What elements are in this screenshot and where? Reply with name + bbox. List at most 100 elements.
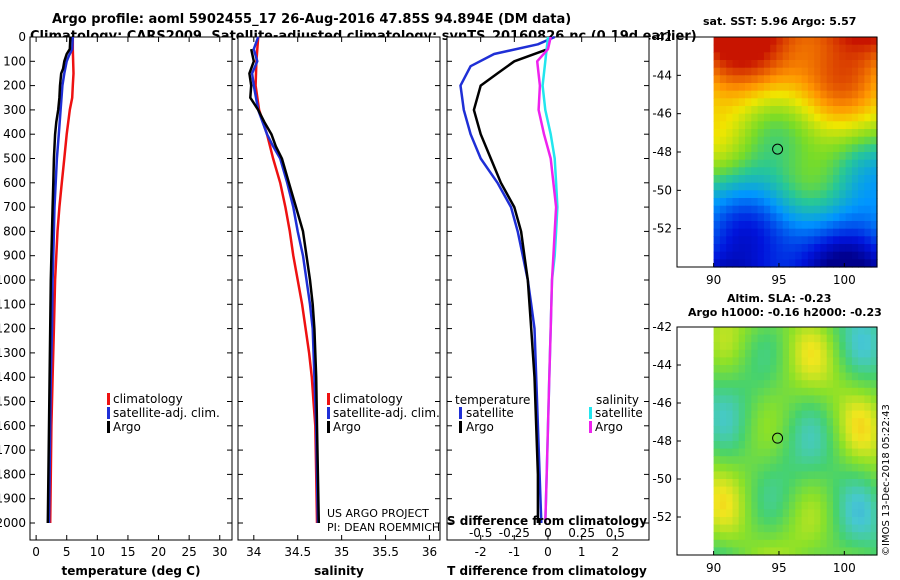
sst-cells-cell <box>795 182 803 191</box>
sst-cells-cell <box>795 113 803 122</box>
sla-cells-cell <box>795 547 803 556</box>
sla-cells-cell <box>864 479 872 488</box>
sla-cells-cell <box>870 479 878 488</box>
sla-cells-cell <box>732 479 740 488</box>
sst-cells-cell <box>776 83 784 92</box>
sla-cells-cell <box>745 448 752 457</box>
sla-cells-cell <box>757 395 765 404</box>
sst-cells-cell <box>826 198 834 207</box>
sst-cells-cell <box>719 221 727 230</box>
sla-cells-cell <box>732 517 740 526</box>
sst-cells-cell <box>795 75 803 84</box>
sla-cells-cell <box>776 433 784 442</box>
pressure-tick-label: 300 <box>3 103 26 117</box>
sla-cells-cell <box>726 334 734 343</box>
sst-cells-cell <box>801 182 809 191</box>
sla-cells-cell <box>719 532 727 541</box>
salinity-legend: climatology satellite-adj. clim. Argo <box>327 392 440 434</box>
sst-cells-cell <box>763 159 771 168</box>
sst-cells-cell <box>726 213 734 222</box>
sla-cells-cell <box>858 395 865 404</box>
sla-cells-cell <box>770 372 778 381</box>
sla-cells-cell <box>845 357 853 366</box>
sla-cells-cell <box>770 403 778 412</box>
sla-cells-cell <box>713 524 721 533</box>
sst-cells-cell <box>738 60 746 69</box>
sst-cells-cell <box>814 205 822 214</box>
sst-cells-cell <box>864 106 872 115</box>
sla-cells-cell <box>763 517 771 526</box>
sst-cells-cell <box>757 90 765 99</box>
sla-cells-cell <box>851 471 859 480</box>
sst-cells-cell <box>789 67 796 76</box>
sst-cells-cell <box>858 213 865 222</box>
sla-cells-cell <box>719 517 727 526</box>
sla-cells-cell <box>738 342 746 351</box>
sst-cells-cell <box>776 244 784 253</box>
sla-cells-cell <box>845 441 853 450</box>
sla-cells-cell <box>864 365 872 374</box>
sla-cells-cell <box>763 395 771 404</box>
sst-cells-cell <box>782 144 790 153</box>
sla-cells-cell <box>782 380 790 389</box>
sla-cells-cell <box>851 387 859 396</box>
sst-cells-cell <box>751 129 759 138</box>
sla-cells-cell <box>801 547 809 556</box>
sla-cells-cell <box>770 342 778 351</box>
sla-cells-cell <box>738 479 746 488</box>
map-xtick-label: 90 <box>706 561 721 575</box>
sla-cells-cell <box>820 410 828 419</box>
sla-cells-cell <box>782 403 790 412</box>
sst-cells-cell <box>770 75 778 84</box>
sla-cells-cell <box>807 532 815 541</box>
sst-cells-cell <box>845 236 853 245</box>
sla-cells-cell <box>870 342 878 351</box>
salinity-plot-frame <box>237 36 441 541</box>
temperature-series-climatology <box>48 37 75 524</box>
difference-xtick-label: -2 <box>475 545 487 559</box>
difference-secondary-tick-label: -0.25 <box>499 526 530 540</box>
sst-cells-cell <box>789 98 796 107</box>
sst-cells-cell <box>795 67 803 76</box>
sla-cells-cell <box>858 448 865 457</box>
sla-cells-cell <box>789 418 796 427</box>
sst-cells-cell <box>826 159 834 168</box>
sst-cells-cell <box>851 75 859 84</box>
sla-cells-cell <box>738 486 746 495</box>
sla-cells-cell <box>858 463 865 472</box>
sla-cells-cell <box>870 448 878 457</box>
diff-legend-temperature-title: temperature <box>455 393 530 407</box>
sla-cells-cell <box>858 349 865 358</box>
sla-cells-cell <box>814 547 822 556</box>
sst-cells-cell <box>801 98 809 107</box>
sst-cells-cell <box>745 167 752 176</box>
sst-cells-cell <box>870 259 878 268</box>
sla-cells-cell <box>820 425 828 434</box>
sla-cells-cell <box>833 494 840 503</box>
sst-cells-cell <box>801 213 809 222</box>
sla-cells-cell <box>732 425 740 434</box>
sst-cells-cell <box>789 236 796 245</box>
sla-cells-cell <box>807 395 815 404</box>
sst-cells-cell <box>795 98 803 107</box>
sst-cells-cell <box>732 244 740 253</box>
sla-cells-cell <box>770 380 778 389</box>
sla-cells-cell <box>789 349 796 358</box>
sla-cells-cell <box>719 441 727 450</box>
sst-cells-cell <box>757 198 765 207</box>
sst-cells-cell <box>726 167 734 176</box>
sla-cells-cell <box>870 517 878 526</box>
sla-cells-cell <box>745 418 752 427</box>
sla-cells-cell <box>801 494 809 503</box>
sla-cells-cell <box>745 334 752 343</box>
sla-cells-cell <box>833 448 840 457</box>
sla-cells-cell <box>776 357 784 366</box>
sla-cells-cell <box>763 532 771 541</box>
sst-cells-cell <box>789 198 796 207</box>
sla-cells-cell <box>820 327 828 336</box>
sla-cells-cell <box>732 501 740 510</box>
sla-cells-cell <box>751 349 759 358</box>
map-ytick-label: -48 <box>652 145 672 159</box>
sst-cells-cell <box>782 83 790 92</box>
sst-cells-cell <box>757 75 765 84</box>
